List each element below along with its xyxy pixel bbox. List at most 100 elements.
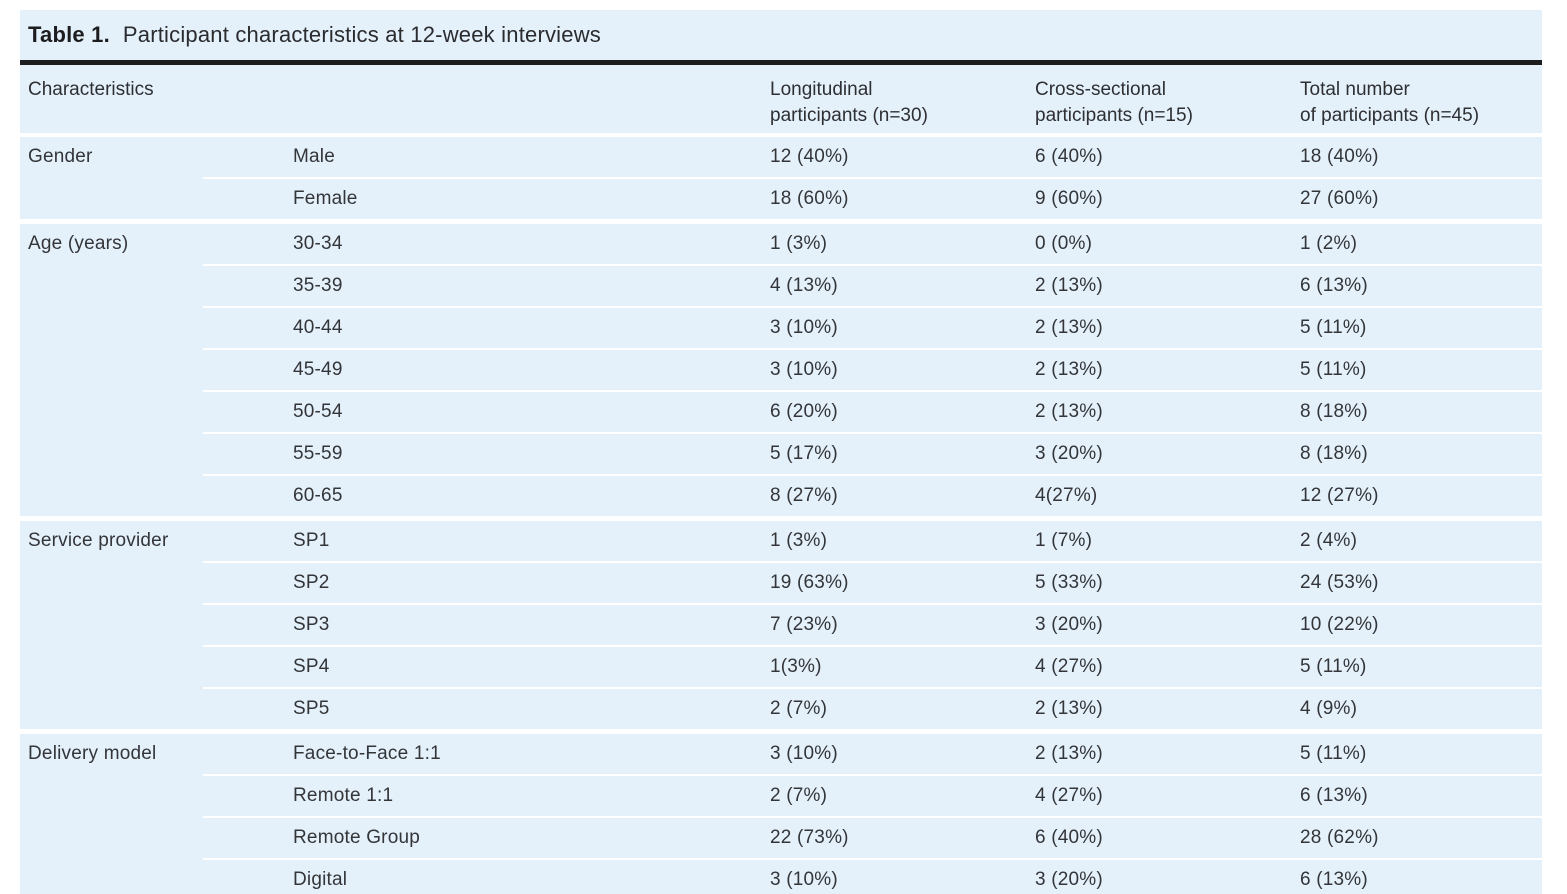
- row-separator: [20, 603, 1542, 605]
- table-row: Service provider SP1 1 (3%) 1 (7%) 2 (4%): [20, 521, 1542, 561]
- cell-total: 27 (60%): [1300, 188, 1379, 209]
- cell-total: 6 (13%): [1300, 869, 1368, 890]
- row-separator: [20, 474, 1542, 476]
- header-line: Longitudinal: [770, 79, 873, 100]
- cell-longitudinal: 3 (10%): [770, 317, 838, 338]
- cell-total: 5 (11%): [1300, 317, 1367, 338]
- table-row: Remote Group 22 (73%) 6 (40%) 28 (62%): [20, 818, 1542, 858]
- cell-subcategory: SP3: [293, 614, 330, 635]
- cell-total: 4 (9%): [1300, 698, 1358, 719]
- table-row: Female 18 (60%) 9 (60%) 27 (60%): [20, 179, 1542, 219]
- cell-cross-sectional: 2 (13%): [1035, 359, 1103, 380]
- cell-cross-sectional: 3 (20%): [1035, 614, 1103, 635]
- table-row: SP2 19 (63%) 5 (33%) 24 (53%): [20, 563, 1542, 603]
- group-separator: [20, 729, 1542, 734]
- cell-subcategory: Remote Group: [293, 827, 421, 848]
- cell-longitudinal: 18 (60%): [770, 188, 849, 209]
- table-row: SP5 2 (7%) 2 (13%) 4 (9%): [20, 689, 1542, 729]
- group-separator: [20, 516, 1542, 521]
- table-body: Gender Male 12 (40%) 6 (40%) 18 (40%) Female 1…: [20, 137, 1542, 894]
- cell-cross-sectional: 4(27%): [1035, 485, 1098, 506]
- table-row: Age (years) 30-34 1 (3%) 0 (0%) 1 (2%): [20, 224, 1542, 264]
- cell-total: 2 (4%): [1300, 530, 1358, 551]
- cell-cross-sectional: 2 (13%): [1035, 275, 1103, 296]
- cell-longitudinal: 1 (3%): [770, 530, 828, 551]
- cell-subcategory: Face-to-Face 1:1: [293, 743, 441, 764]
- cell-characteristic-group: Service provider: [28, 530, 169, 551]
- cell-longitudinal: 3 (10%): [770, 359, 838, 380]
- cell-longitudinal: 4 (13%): [770, 275, 838, 296]
- cell-subcategory: 40-44: [293, 317, 343, 338]
- row-separator: [20, 348, 1542, 350]
- cell-longitudinal: 19 (63%): [770, 572, 849, 593]
- cell-subcategory: SP2: [293, 572, 330, 593]
- cell-cross-sectional: 2 (13%): [1035, 317, 1103, 338]
- cell-subcategory: 45-49: [293, 359, 343, 380]
- table-row: SP3 7 (23%) 3 (20%) 10 (22%): [20, 605, 1542, 645]
- header-total: Total number of participants (n=45): [1300, 65, 1542, 133]
- table-number-label: Table 1.: [28, 22, 110, 47]
- row-separator: [20, 687, 1542, 689]
- table-row: 35-39 4 (13%) 2 (13%) 6 (13%): [20, 266, 1542, 306]
- table-row: Gender Male 12 (40%) 6 (40%) 18 (40%): [20, 137, 1542, 177]
- cell-total: 5 (11%): [1300, 359, 1367, 380]
- cell-cross-sectional: 9 (60%): [1035, 188, 1103, 209]
- cell-longitudinal: 3 (10%): [770, 743, 838, 764]
- cell-cross-sectional: 5 (33%): [1035, 572, 1103, 593]
- cell-longitudinal: 2 (7%): [770, 785, 828, 806]
- cell-longitudinal: 6 (20%): [770, 401, 838, 422]
- cell-cross-sectional: 0 (0%): [1035, 233, 1093, 254]
- cell-total: 1 (2%): [1300, 233, 1358, 254]
- row-separator: [20, 816, 1542, 818]
- header-line: Total number: [1300, 79, 1410, 100]
- row-separator: [20, 561, 1542, 563]
- header-characteristics: Characteristics: [28, 79, 154, 100]
- header-separator: [20, 133, 1542, 137]
- cell-cross-sectional: 2 (13%): [1035, 401, 1103, 422]
- cell-longitudinal: 2 (7%): [770, 698, 828, 719]
- row-separator: [20, 432, 1542, 434]
- cell-cross-sectional: 4 (27%): [1035, 785, 1103, 806]
- cell-total: 18 (40%): [1300, 146, 1379, 167]
- cell-longitudinal: 7 (23%): [770, 614, 838, 635]
- table-row: Digital 3 (10%) 3 (20%) 6 (13%): [20, 860, 1542, 894]
- cell-total: 8 (18%): [1300, 443, 1368, 464]
- cell-characteristic-group: Age (years): [28, 233, 129, 254]
- cell-total: 28 (62%): [1300, 827, 1379, 848]
- row-separator: [20, 858, 1542, 860]
- header-subcategory: [293, 65, 770, 133]
- cell-characteristic-group: Delivery model: [28, 743, 157, 764]
- cell-cross-sectional: 4 (27%): [1035, 656, 1103, 677]
- cell-characteristic-group: Gender: [28, 146, 93, 167]
- cell-cross-sectional: 6 (40%): [1035, 146, 1103, 167]
- cell-total: 24 (53%): [1300, 572, 1379, 593]
- row-separator: [20, 306, 1542, 308]
- cell-longitudinal: 12 (40%): [770, 146, 849, 167]
- header-longitudinal: Longitudinal participants (n=30): [770, 65, 1035, 133]
- cell-longitudinal: 1(3%): [770, 656, 822, 677]
- table-header: Characteristics Longitudinal participants…: [20, 65, 1542, 133]
- table-row: 55-59 5 (17%) 3 (20%) 8 (18%): [20, 434, 1542, 474]
- cell-subcategory: 60-65: [293, 485, 343, 506]
- cell-cross-sectional: 1 (7%): [1035, 530, 1093, 551]
- row-separator: [20, 177, 1542, 179]
- title-rule: [20, 60, 1542, 65]
- header-line: participants (n=15): [1035, 105, 1193, 126]
- row-separator: [20, 264, 1542, 266]
- header-line: of participants (n=45): [1300, 105, 1480, 126]
- cell-total: 5 (11%): [1300, 656, 1367, 677]
- cell-longitudinal: 5 (17%): [770, 443, 838, 464]
- cell-subcategory: 30-34: [293, 233, 343, 254]
- cell-total: 10 (22%): [1300, 614, 1379, 635]
- cell-total: 8 (18%): [1300, 401, 1368, 422]
- cell-longitudinal: 22 (73%): [770, 827, 849, 848]
- table-row: 40-44 3 (10%) 2 (13%) 5 (11%): [20, 308, 1542, 348]
- table-row: 50-54 6 (20%) 2 (13%) 8 (18%): [20, 392, 1542, 432]
- cell-cross-sectional: 6 (40%): [1035, 827, 1103, 848]
- cell-cross-sectional: 2 (13%): [1035, 698, 1103, 719]
- cell-cross-sectional: 2 (13%): [1035, 743, 1103, 764]
- cell-total: 6 (13%): [1300, 275, 1368, 296]
- table-1: Table 1. Participant characteristics at …: [20, 10, 1542, 894]
- table-row: 60-65 8 (27%) 4(27%) 12 (27%): [20, 476, 1542, 516]
